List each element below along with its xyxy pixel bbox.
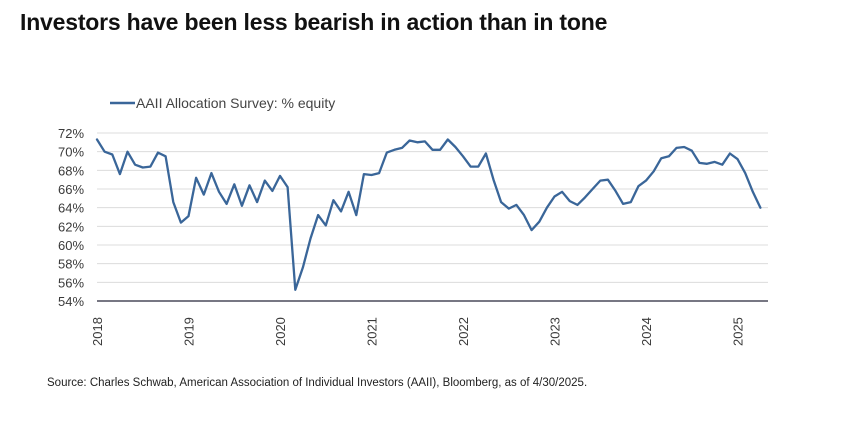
x-tick-label: 2023 bbox=[548, 317, 563, 346]
y-tick-label: 68% bbox=[58, 163, 84, 178]
y-tick-label: 56% bbox=[58, 275, 84, 290]
axes: 54% 56% 58% 60% 62% 64% 66% 68% 70% 72% 2018 2019 20… bbox=[58, 126, 768, 346]
source-note: Source: Charles Schwab, American Associa… bbox=[47, 377, 588, 389]
y-tick-label: 66% bbox=[58, 182, 84, 197]
chart-headline: Investors have been less bearish in acti… bbox=[20, 9, 608, 35]
y-tick-label: 70% bbox=[58, 145, 84, 160]
y-tick-label: 54% bbox=[58, 294, 84, 309]
x-tick-label: 2020 bbox=[273, 317, 288, 346]
legend: AAII Allocation Survey: % equity bbox=[110, 95, 335, 111]
x-tick-label: 2024 bbox=[639, 317, 654, 346]
y-tick-label: 60% bbox=[58, 238, 84, 253]
y-tick-label: 58% bbox=[58, 257, 84, 272]
gridlines bbox=[97, 132, 768, 283]
x-tick-label: 2022 bbox=[456, 317, 471, 346]
x-tick-label: 2019 bbox=[182, 317, 197, 346]
series-line bbox=[95, 138, 762, 291]
x-tick-label: 2018 bbox=[90, 317, 105, 346]
y-tick-label: 62% bbox=[58, 219, 84, 234]
series-layer bbox=[95, 138, 762, 291]
legend-label: AAII Allocation Survey: % equity bbox=[136, 95, 335, 111]
y-tick-label: 72% bbox=[58, 126, 84, 141]
y-tick-label: 64% bbox=[58, 201, 84, 216]
x-tick-label: 2021 bbox=[365, 317, 380, 346]
x-tick-label: 2025 bbox=[731, 317, 746, 346]
